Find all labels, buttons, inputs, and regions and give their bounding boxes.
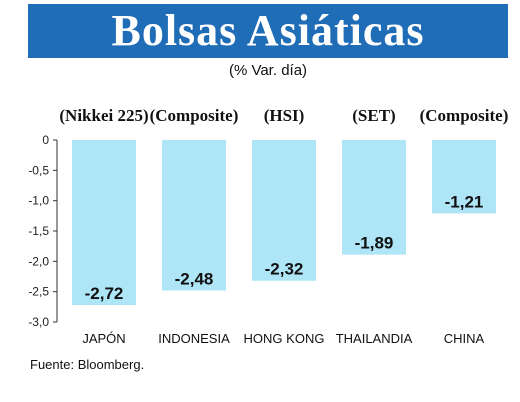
x-category-label: JAPÓN [82,331,125,346]
bar-5 [432,140,496,214]
index-name-label: (Composite) [420,106,509,125]
index-name-label: (SET) [352,106,395,125]
bar-value-label: -1,89 [355,234,394,253]
bar-value-label: -2,32 [265,260,304,279]
bar-3 [252,140,316,281]
bar-4 [342,140,406,255]
y-tick-label: -2,0 [28,254,49,268]
bar-value-label: -1,21 [445,192,484,211]
y-tick-label: -0,5 [28,163,49,177]
y-tick-label: -1,0 [28,194,49,208]
x-category-label: THAILANDIA [336,331,413,346]
bar-1 [72,140,136,306]
index-name-label: (HSI) [264,106,305,125]
chart-subtitle: (% Var. día) [228,62,308,79]
bar-value-label: -2,48 [175,269,214,288]
y-tick-label: -3,0 [28,315,49,329]
y-tick-label: -2,5 [28,285,49,299]
y-tick-label: 0 [42,133,49,147]
bar-value-label: -2,72 [85,284,124,303]
bar-2 [162,140,226,291]
x-category-label: CHINA [444,331,485,346]
index-name-label: (Composite) [150,106,239,125]
y-tick-label: -1,5 [28,224,49,238]
x-category-label: INDONESIA [158,331,230,346]
x-category-label: HONG KONG [244,331,325,346]
index-name-label: (Nikkei 225) [59,106,148,125]
chart-title: Bolsas Asiáticas [28,4,508,58]
source-note: Fuente: Bloomberg. [30,357,145,372]
